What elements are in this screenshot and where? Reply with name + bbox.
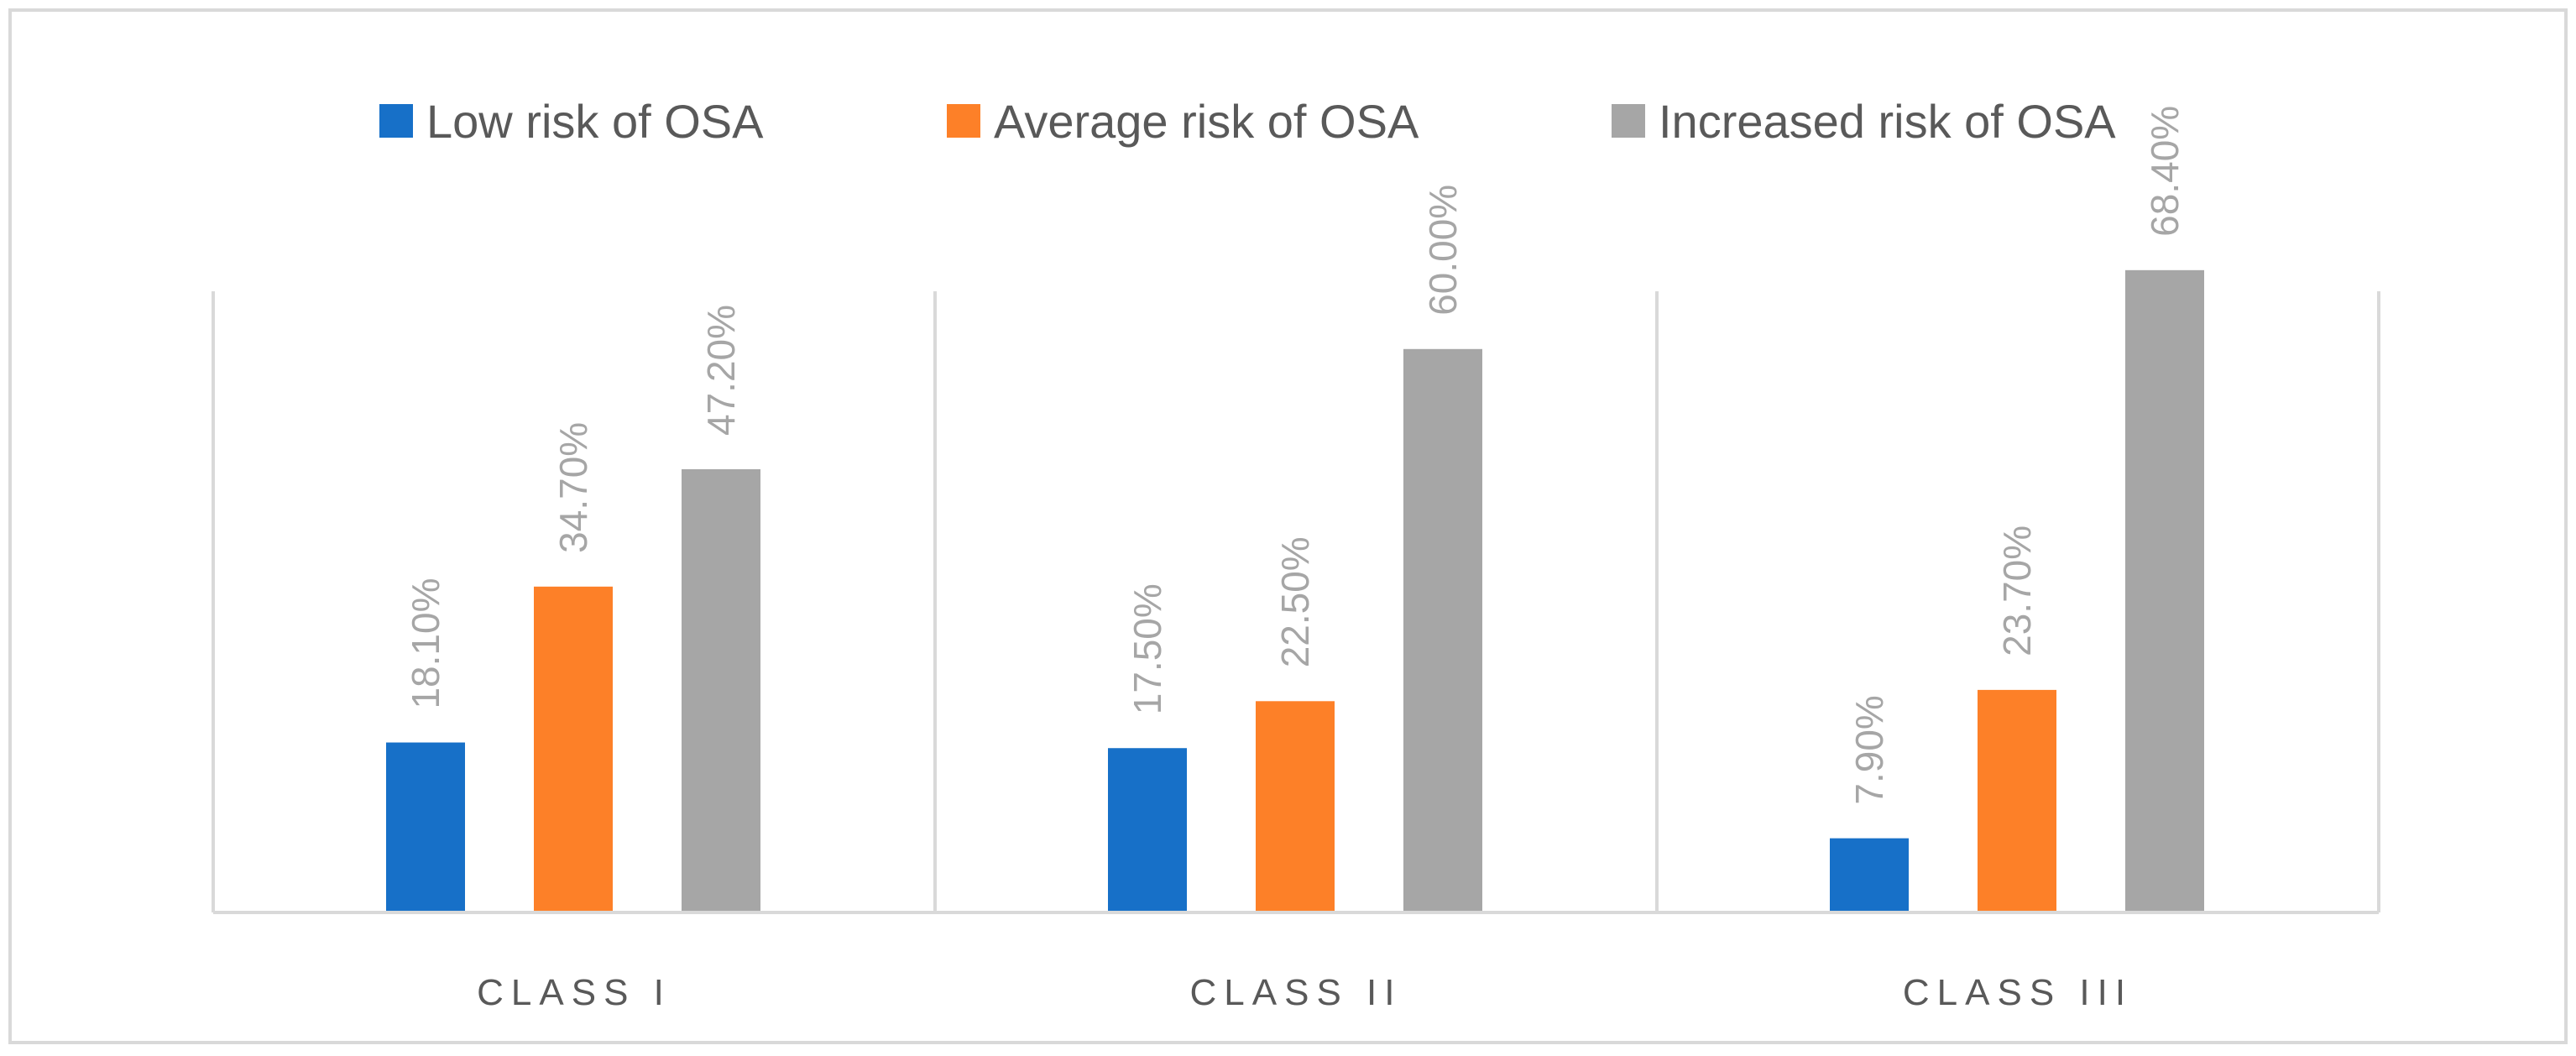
data-label-average-risk-of-osa-class-iii: 23.70% <box>1995 525 2039 656</box>
category-labels: CLASS I CLASS II CLASS III <box>477 972 2133 1013</box>
bar-increased-risk-of-osa-class-ii <box>1403 348 1482 912</box>
legend-swatch-average-risk-of-osa <box>947 104 980 138</box>
data-label-low-risk-of-osa-class-iii: 7.90% <box>1847 695 1891 804</box>
bar-increased-risk-of-osa-class-i <box>682 468 760 912</box>
legend-label-low-risk-of-osa: Low risk of OSA <box>426 95 764 148</box>
bar-increased-risk-of-osa-class-iii <box>2125 269 2204 912</box>
legend-swatch-low-risk-of-osa <box>379 104 413 138</box>
bar-average-risk-of-osa-class-i <box>534 586 613 912</box>
data-label-increased-risk-of-osa-class-iii: 68.40% <box>2143 106 2187 237</box>
legend-label-average-risk-of-osa: Average risk of OSA <box>994 95 1419 148</box>
bars <box>386 269 2204 912</box>
bar-low-risk-of-osa-class-ii <box>1108 748 1187 912</box>
data-labels: 18.10% 34.70% 47.20% 17.50% 22.50% 60.00% 7.90… <box>404 106 2187 805</box>
data-label-low-risk-of-osa-class-ii: 17.50% <box>1126 583 1169 714</box>
data-label-average-risk-of-osa-class-i: 34.70% <box>551 422 595 553</box>
data-label-increased-risk-of-osa-class-ii: 60.00% <box>1421 185 1465 316</box>
category-label-class-iii: CLASS III <box>1903 972 2133 1013</box>
data-label-increased-risk-of-osa-class-i: 47.20% <box>699 305 743 436</box>
bar-low-risk-of-osa-class-i <box>386 742 465 912</box>
bar-low-risk-of-osa-class-iii <box>1830 838 1909 912</box>
category-label-class-ii: CLASS II <box>1190 972 1403 1013</box>
category-dividers <box>212 291 2380 912</box>
bar-average-risk-of-osa-class-iii <box>1978 689 2056 912</box>
data-label-low-risk-of-osa-class-i: 18.10% <box>404 578 447 709</box>
legend: Low risk of OSA Average risk of OSA Increa… <box>379 95 2116 148</box>
legend-swatch-increased-risk-of-osa <box>1612 104 1645 138</box>
data-label-average-risk-of-osa-class-ii: 22.50% <box>1273 536 1317 667</box>
category-label-class-i: CLASS I <box>477 972 671 1013</box>
bar-average-risk-of-osa-class-ii <box>1256 701 1335 912</box>
legend-label-increased-risk-of-osa: Increased risk of OSA <box>1659 95 2116 148</box>
